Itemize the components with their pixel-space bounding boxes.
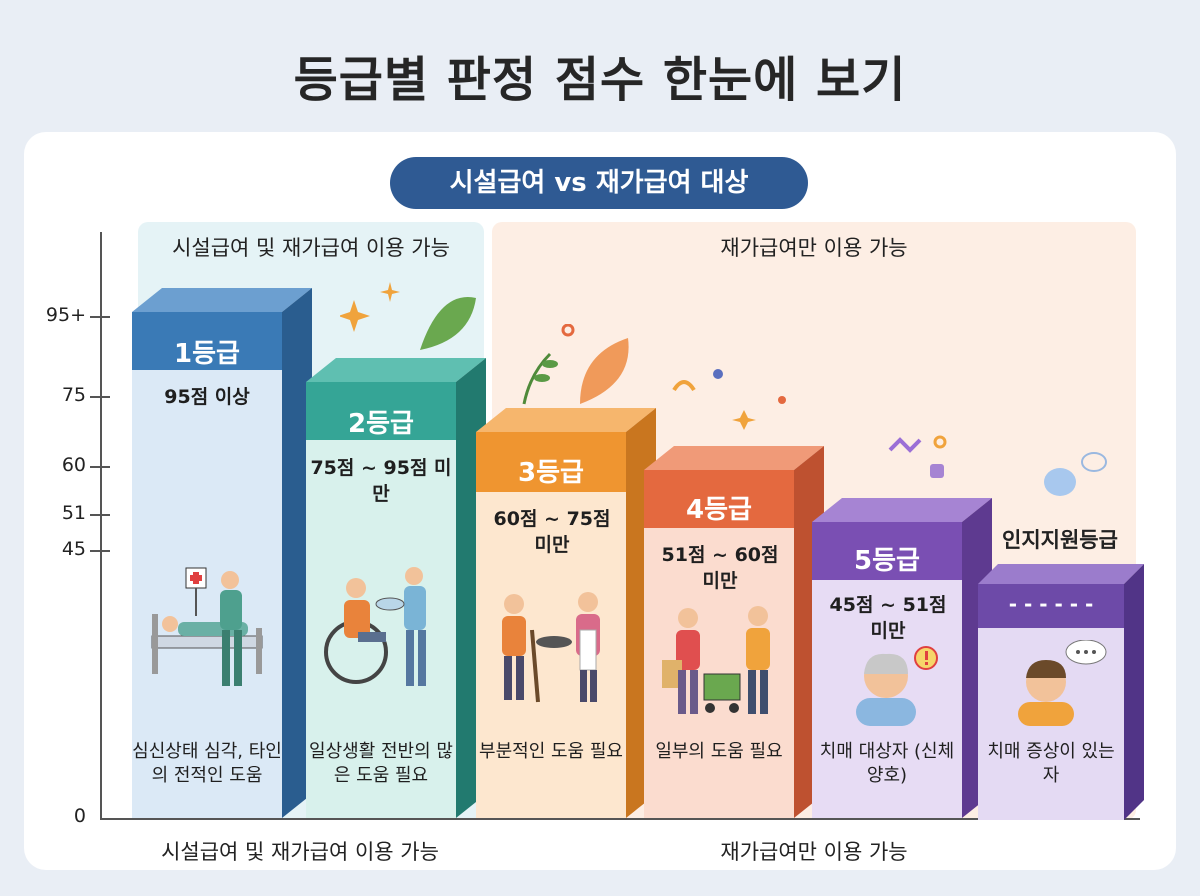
y-tick-mark	[90, 316, 110, 318]
bar-cognitive-support-desc: 치매 증상이 있는 자	[987, 741, 1115, 786]
shopping-help-icon	[662, 606, 770, 714]
x-axis	[100, 818, 1140, 820]
y-tick-label: 60	[61, 454, 86, 476]
y-tick-mark	[90, 466, 110, 468]
bar-grade-5-label: 5등급	[854, 546, 920, 576]
bar-grade-3-desc: 부분적인 도움 필요	[479, 741, 623, 762]
bar-grade-1-label: 1등급	[174, 339, 240, 369]
bar-grade-4-desc: 일부의 도움 필요	[655, 741, 783, 762]
bar-cognitive-support-label: 인지지원등급	[1002, 528, 1118, 552]
bar-grade-1-desc: 심신상태 심각, 타인의 전적인 도움	[132, 741, 282, 786]
y-axis	[100, 232, 102, 820]
bubble-decoration	[888, 435, 1107, 496]
cane-cooking-icon	[502, 592, 600, 703]
bar-grade-3-label: 3등급	[518, 458, 584, 488]
bar-grade-3-range: 60점 ~ 75점 미만	[493, 508, 611, 556]
hospital-bed-caregiver-icon	[151, 567, 263, 686]
thinking-elder-icon	[1018, 640, 1107, 726]
bar-cognitive-support-range: - - - - - -	[1008, 592, 1094, 616]
bar-grade-4-range: 51점 ~ 60점 미만	[661, 544, 779, 592]
bar-grade-4-label: 4등급	[686, 495, 752, 525]
zone-right-label: 재가급여만 이용 가능	[720, 236, 908, 260]
bar-grade-2-label: 2등급	[348, 409, 414, 439]
confetti-decoration	[672, 369, 786, 430]
leaf-sparkle-decoration	[340, 282, 476, 350]
y-tick-label: 95+	[45, 304, 86, 326]
bar-grade-2-range: 75점 ~ 95점 미만	[310, 457, 452, 505]
y-tick-mark	[90, 550, 110, 552]
dementia-elder-icon	[856, 646, 938, 726]
bar-grade-1	[132, 288, 312, 818]
y-tick-label: 75	[61, 384, 86, 406]
bar-grade-5-range: 45점 ~ 51점 미만	[829, 594, 947, 642]
subtitle-pill: 시설급여 vs 재가급여 대상	[390, 157, 808, 209]
bottom-left-label: 시설급여 및 재가급여 이용 가능	[161, 840, 439, 864]
y-tick-label: 51	[61, 502, 86, 524]
bar-grade-5-desc: 치매 대상자 (신체 양호)	[819, 741, 955, 786]
bar-grade-2-desc: 일상생활 전반의 많은 도움 필요	[309, 741, 453, 786]
bottom-right-label: 재가급여만 이용 가능	[720, 840, 908, 864]
y-tick-mark	[90, 514, 110, 516]
page-title: 등급별 판정 점수 한눈에 보기	[293, 52, 907, 108]
wheelchair-caregiver-icon	[324, 567, 426, 686]
y-tick-label: 45	[61, 538, 86, 560]
autumn-leaf-decoration	[522, 324, 629, 405]
zone-left-label: 시설급여 및 재가급여 이용 가능	[172, 236, 450, 260]
bar-grade-1-range: 95점 이상	[164, 386, 250, 408]
bar-cognitive-support	[978, 564, 1144, 820]
y-tick-mark	[90, 396, 110, 398]
y-tick-label: 0	[73, 805, 86, 827]
